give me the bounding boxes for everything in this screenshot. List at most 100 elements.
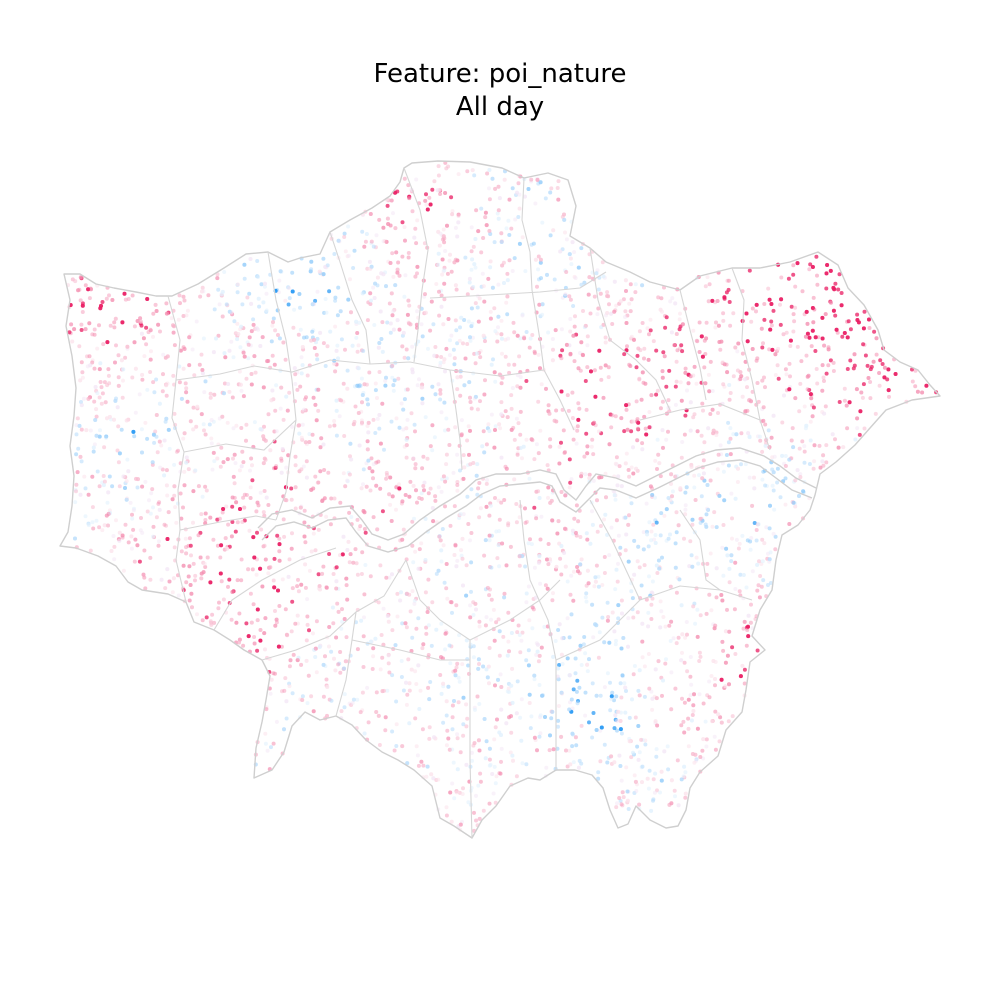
map-point — [679, 398, 684, 403]
map-point — [439, 655, 443, 660]
map-point — [808, 262, 813, 267]
map-point — [148, 328, 153, 333]
map-point — [485, 478, 489, 482]
map-point — [650, 707, 655, 712]
map-point — [841, 445, 846, 450]
map-point — [811, 405, 816, 410]
map-point — [305, 622, 310, 627]
map-point — [584, 583, 589, 588]
map-point — [199, 576, 204, 581]
map-point — [599, 725, 604, 730]
map-point — [874, 336, 879, 341]
map-point — [466, 522, 471, 526]
map-point — [831, 369, 836, 373]
map-point — [305, 373, 310, 378]
map-point — [640, 283, 645, 288]
map-point — [474, 607, 478, 612]
map-point — [123, 522, 128, 527]
map-point — [754, 528, 759, 532]
map-point — [839, 303, 844, 308]
map-point — [95, 391, 100, 396]
map-point — [619, 416, 624, 421]
map-point — [585, 334, 590, 339]
map-point — [444, 462, 449, 467]
map-point — [387, 492, 392, 497]
map-point — [191, 520, 195, 525]
map-point — [563, 526, 567, 531]
map-point — [734, 432, 739, 437]
map-point — [354, 319, 359, 324]
map-point — [506, 610, 511, 615]
map-point — [535, 748, 539, 753]
map-point — [380, 320, 385, 325]
map-point — [660, 369, 665, 374]
map-point — [383, 378, 388, 383]
map-point — [701, 701, 706, 706]
map-point — [155, 450, 160, 455]
map-point — [405, 692, 410, 697]
map-point — [665, 744, 670, 749]
map-point — [496, 543, 501, 548]
map-point — [468, 615, 473, 620]
map-point — [576, 417, 581, 422]
map-point — [473, 361, 478, 366]
map-point — [321, 694, 326, 699]
map-point — [519, 738, 524, 743]
map-point — [680, 349, 685, 354]
map-point — [428, 328, 433, 333]
map-point — [415, 264, 420, 269]
map-point — [92, 399, 97, 404]
map-point — [93, 385, 98, 389]
map-point — [358, 524, 363, 529]
map-point — [312, 647, 317, 652]
map-point — [219, 579, 224, 584]
map-point — [613, 414, 618, 419]
map-point — [539, 276, 543, 281]
map-point — [143, 479, 148, 484]
map-point — [784, 372, 789, 377]
map-point — [216, 287, 221, 292]
map-point — [628, 282, 633, 287]
map-point — [444, 743, 449, 748]
map-point — [272, 556, 277, 561]
map-point — [476, 486, 481, 491]
map-point — [507, 715, 512, 720]
map-point — [482, 392, 487, 397]
map-point — [337, 397, 342, 402]
map-point — [367, 370, 372, 375]
map-point — [244, 438, 248, 443]
map-point — [677, 577, 682, 582]
map-point — [300, 363, 305, 368]
map-point — [408, 576, 412, 580]
map-point — [613, 713, 618, 718]
map-point — [793, 305, 798, 310]
map-point — [581, 353, 585, 358]
map-point — [757, 595, 762, 600]
map-point — [590, 437, 595, 442]
map-point — [556, 704, 561, 708]
map-point — [574, 689, 579, 694]
map-point — [417, 547, 422, 552]
map-point — [191, 561, 196, 566]
map-point — [182, 469, 187, 474]
map-point — [475, 407, 480, 412]
map-point — [802, 460, 807, 465]
map-point — [453, 225, 458, 230]
map-point — [201, 336, 206, 341]
map-point — [241, 350, 246, 355]
map-point — [334, 635, 339, 640]
map-point — [113, 360, 117, 365]
map-point — [573, 530, 578, 535]
map-point — [652, 537, 657, 542]
map-point — [300, 422, 305, 427]
map-point — [451, 760, 456, 765]
map-point — [493, 424, 498, 429]
map-point — [269, 339, 274, 344]
map-point — [583, 472, 588, 477]
map-point — [232, 481, 237, 486]
map-point — [549, 498, 554, 503]
map-point — [277, 536, 282, 541]
map-point — [585, 343, 590, 348]
map-point — [483, 538, 488, 543]
map-point — [781, 332, 786, 337]
